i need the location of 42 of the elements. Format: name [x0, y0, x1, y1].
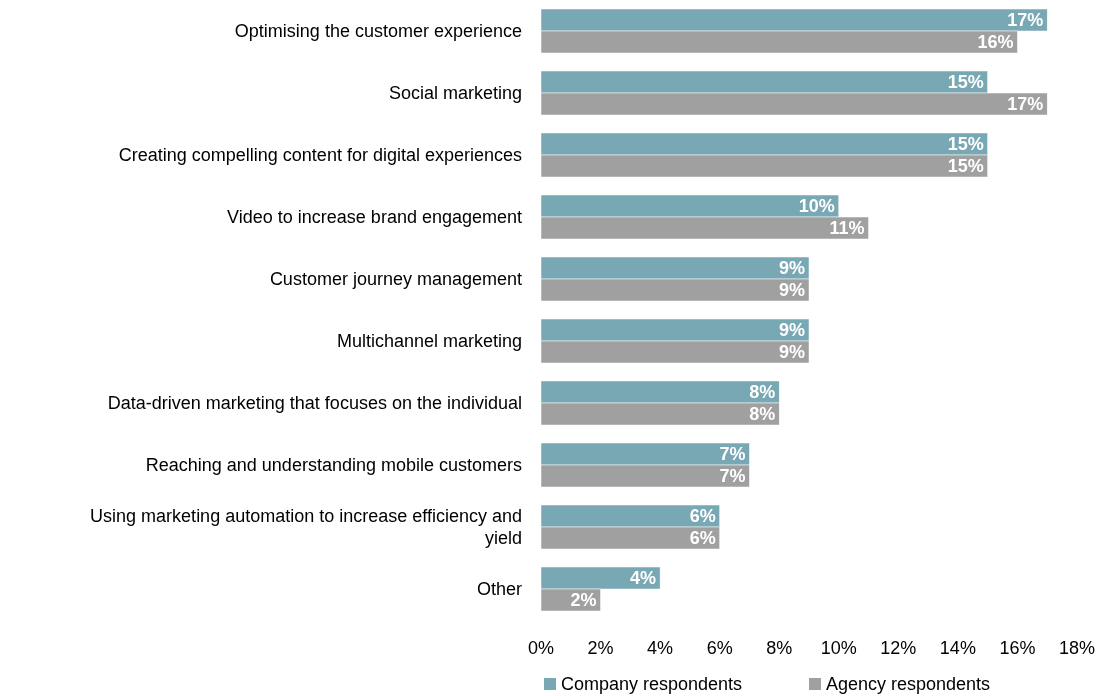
- x-tick-label: 0%: [527, 638, 555, 659]
- data-label: 9%: [778, 320, 805, 341]
- data-label: 15%: [947, 72, 984, 93]
- data-label: 16%: [977, 32, 1014, 53]
- legend-label: Agency respondents: [826, 674, 991, 695]
- x-tick-label: 8%: [766, 638, 793, 659]
- data-label: 15%: [947, 134, 984, 155]
- x-tick-label: 12%: [880, 638, 917, 659]
- data-label: 9%: [778, 280, 805, 301]
- y-tick-label: Social marketing: [388, 83, 522, 104]
- data-label: 2%: [570, 590, 597, 611]
- y-tick-label: Reaching and understanding mobile customers: [145, 455, 522, 476]
- data-label: 6%: [689, 506, 716, 527]
- data-label: 6%: [689, 528, 716, 549]
- y-tick-label: Using marketing automation to increase efficiency and yield: [90, 506, 522, 549]
- legend-label: Company respondents: [561, 674, 743, 695]
- x-tick-label: 18%: [1058, 638, 1096, 659]
- y-tick-label: Video to increase brand engagement: [227, 207, 522, 228]
- y-tick-label: Creating compelling content for digital experiences: [118, 145, 522, 166]
- x-tick-label: 14%: [939, 638, 976, 659]
- x-tick-label: 10%: [820, 638, 857, 659]
- y-tick-label: Other: [476, 579, 522, 600]
- data-label: 8%: [749, 404, 776, 425]
- y-tick-label: Optimising the customer experience: [234, 21, 522, 42]
- data-label: 15%: [947, 156, 984, 177]
- data-label: 8%: [749, 382, 776, 403]
- x-tick-label: 16%: [999, 638, 1036, 659]
- x-tick-label: 6%: [706, 638, 733, 659]
- data-label: 17%: [1007, 10, 1044, 31]
- data-label: 9%: [778, 258, 805, 279]
- data-label: 4%: [630, 568, 657, 589]
- data-label: 17%: [1007, 94, 1044, 115]
- data-label: 7%: [719, 444, 746, 465]
- data-label: 9%: [778, 342, 805, 363]
- data-label: 7%: [719, 466, 746, 487]
- x-tick-label: 4%: [647, 638, 674, 659]
- y-tick-label: Multichannel marketing: [336, 331, 522, 352]
- data-label: 11%: [829, 218, 865, 239]
- y-tick-label: Customer journey management: [269, 269, 522, 290]
- y-tick-label: Data-driven marketing that focuses on the individual: [107, 393, 522, 414]
- x-tick-label: 2%: [587, 638, 614, 659]
- data-label: 10%: [798, 196, 835, 217]
